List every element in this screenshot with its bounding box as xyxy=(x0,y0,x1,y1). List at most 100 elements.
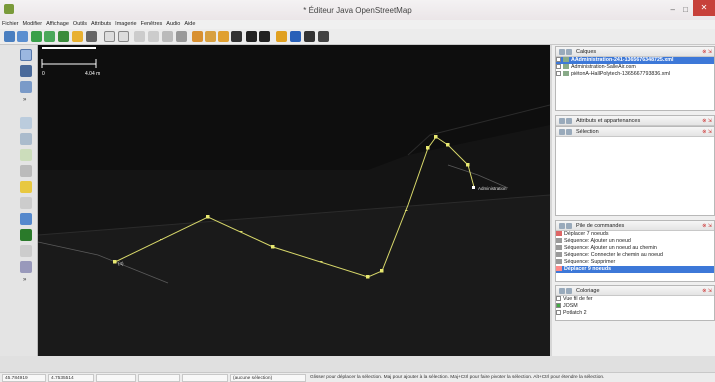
minimize-button[interactable]: – xyxy=(670,5,675,14)
combine-way-icon[interactable] xyxy=(148,31,159,42)
command-row[interactable]: Séquence: Supprimer xyxy=(556,259,714,266)
command-row[interactable]: Séquence: Connecter le chemin au noeud xyxy=(556,252,714,259)
selected-way[interactable] xyxy=(114,136,475,278)
map-canvas[interactable]: 0 4.04 m (4) Administration xyxy=(38,45,550,356)
toggle-selection-icon[interactable] xyxy=(20,149,32,161)
menu-view[interactable]: Affichage xyxy=(46,21,69,27)
layer-row-active[interactable]: AAdministration-241-1365676348725.xml xyxy=(556,57,714,64)
layer-visible-checkbox[interactable] xyxy=(556,64,561,70)
panel-close-icon[interactable]: ⊗ ⇲ xyxy=(702,49,712,55)
building-icon[interactable] xyxy=(246,31,257,42)
command-row[interactable]: Séquence: Ajouter un noeud au chemin xyxy=(556,245,714,252)
open-file-icon[interactable] xyxy=(17,31,28,42)
split-way-icon[interactable] xyxy=(134,31,145,42)
corridor-area xyxy=(38,195,550,356)
menu-presets[interactable]: Attributs xyxy=(90,21,112,27)
menu-help[interactable]: Aide xyxy=(184,21,196,27)
layer-row[interactable]: Administration-SalleAir.osm xyxy=(556,64,714,71)
menu-windows[interactable]: Fenêtres xyxy=(140,21,163,27)
more-toggles-chevron-icon[interactable]: » xyxy=(23,277,27,283)
toggle-properties-icon[interactable] xyxy=(20,133,32,145)
layer-visible-checkbox[interactable] xyxy=(556,57,561,63)
room-icon[interactable] xyxy=(259,31,270,42)
redo-icon[interactable] xyxy=(86,31,97,42)
panel-close-icon[interactable]: ⊗ ⇲ xyxy=(702,118,712,124)
way-node[interactable] xyxy=(426,146,430,150)
panel-close-icon[interactable]: ⊗ ⇲ xyxy=(702,129,712,135)
end-node[interactable] xyxy=(472,186,475,189)
panel-close-icon[interactable]: ⊗ ⇲ xyxy=(702,288,712,294)
style-row[interactable]: Vue fil de fer xyxy=(556,296,714,303)
maximize-button[interactable]: □ xyxy=(683,5,688,14)
zoom-mode-icon[interactable] xyxy=(20,81,32,93)
way-node[interactable] xyxy=(271,245,275,249)
more-modes-chevron-icon[interactable]: » xyxy=(23,97,27,103)
menu-edit[interactable]: Modifier xyxy=(22,21,43,27)
align-circle-icon[interactable] xyxy=(192,31,203,42)
building-area xyxy=(38,45,550,170)
level-icon[interactable] xyxy=(276,31,287,42)
preferences-icon[interactable] xyxy=(118,31,129,42)
menu-audio[interactable]: Audio xyxy=(166,21,181,27)
style-row[interactable]: Potlatch 2 xyxy=(556,310,714,317)
upload-icon[interactable] xyxy=(44,31,55,42)
scale-length-label: 4.04 m xyxy=(85,71,100,77)
map-styles-panel-header[interactable]: Coloriage ⊗ ⇲ xyxy=(556,286,714,296)
map-view[interactable]: 0 4.04 m (4) Administration xyxy=(38,45,550,356)
outline-edge xyxy=(407,104,550,156)
layer-row[interactable]: piétonA-HallPolytech-1365667793836.xml xyxy=(556,71,714,78)
toggle-relations-icon[interactable] xyxy=(20,165,32,177)
way-node[interactable] xyxy=(466,163,470,167)
menu-imagery[interactable]: Imagerie xyxy=(115,21,137,27)
toggle-layers-icon[interactable] xyxy=(20,117,32,129)
command-row[interactable]: Séquence: Ajouter un noeud xyxy=(556,238,714,245)
way-node[interactable] xyxy=(366,275,370,279)
move-command-icon xyxy=(556,231,562,237)
download-icon[interactable] xyxy=(31,31,42,42)
way-node[interactable] xyxy=(113,260,117,264)
menu-tools[interactable]: Outils xyxy=(72,21,87,27)
attributes-panel-header[interactable]: Attributs et appartenances ⊗ ⇲ xyxy=(556,116,714,126)
panel-close-icon[interactable]: ⊗ ⇲ xyxy=(702,223,712,229)
style-checkbox-checked[interactable] xyxy=(556,303,561,309)
selection-status-field: (aucune sélection) xyxy=(230,374,306,382)
way-node[interactable] xyxy=(446,143,450,147)
select-mode-icon[interactable] xyxy=(20,49,32,61)
door-icon[interactable] xyxy=(231,31,242,42)
style-checkbox[interactable] xyxy=(556,296,561,302)
draw-mode-icon[interactable] xyxy=(20,65,32,77)
undo-icon[interactable] xyxy=(72,31,83,42)
cross-icon[interactable] xyxy=(290,31,301,42)
toggle-authors-icon[interactable] xyxy=(20,213,32,225)
layers-panel-header[interactable]: Calques ⊗ ⇲ xyxy=(556,47,714,57)
layer-visible-checkbox[interactable] xyxy=(556,71,561,77)
way-node[interactable] xyxy=(206,215,210,219)
layer-name: Administration-SalleAir.osm xyxy=(571,64,636,70)
new-layer-icon[interactable] xyxy=(4,31,15,42)
orthogonalize-icon[interactable] xyxy=(218,31,229,42)
command-row[interactable]: Déplacer 7 noeuds xyxy=(556,231,714,238)
command-stack-panel-header[interactable]: Pile de commandes ⊗ ⇲ xyxy=(556,221,714,231)
layer-name: AAdministration-241-1365676348725.xml xyxy=(571,57,674,63)
toggle-history-icon[interactable] xyxy=(20,181,32,193)
style-row[interactable]: JOSM xyxy=(556,303,714,310)
command-row-selected[interactable]: Déplacer 9 noeuds xyxy=(556,266,714,273)
selection-panel-header[interactable]: Sélection ⊗ ⇲ xyxy=(556,127,714,137)
way-node[interactable] xyxy=(434,135,438,139)
menu-file[interactable]: Fichier xyxy=(2,21,19,27)
end-node-label: Administration xyxy=(478,186,507,191)
simplify-way-icon[interactable] xyxy=(176,31,187,42)
validation-check-icon[interactable] xyxy=(20,229,32,241)
way-node[interactable] xyxy=(380,269,384,273)
toggle-conflicts-icon[interactable] xyxy=(20,197,32,209)
reverse-way-icon[interactable] xyxy=(162,31,173,42)
stairs-icon[interactable] xyxy=(304,31,315,42)
toggle-filter-icon[interactable] xyxy=(20,245,32,257)
style-checkbox[interactable] xyxy=(556,310,561,316)
steps-icon[interactable] xyxy=(318,31,329,42)
zoom-to-data-icon[interactable] xyxy=(104,31,115,42)
toggle-map-style-icon[interactable] xyxy=(20,261,32,273)
update-data-icon[interactable] xyxy=(58,31,69,42)
close-button[interactable]: ✕ xyxy=(693,0,715,16)
align-line-icon[interactable] xyxy=(205,31,216,42)
